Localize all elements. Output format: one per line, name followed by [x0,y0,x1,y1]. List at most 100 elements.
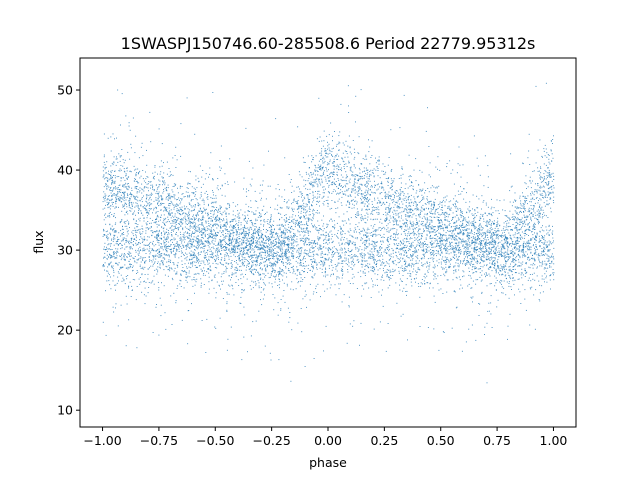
data-point [180,198,182,199]
data-point [444,246,446,247]
data-point [254,246,256,248]
data-point [529,214,530,216]
data-point [488,273,490,275]
data-point [212,254,214,256]
data-point [158,229,160,231]
data-point [272,246,274,248]
data-point [483,185,485,187]
data-point [345,163,347,165]
data-point [367,205,369,207]
data-point [199,207,201,209]
data-point [501,235,503,236]
data-point [312,192,314,194]
data-point [198,218,200,220]
data-point [163,230,165,232]
data-point [225,252,227,254]
data-point [197,238,199,240]
data-point [299,259,301,261]
data-point [122,232,124,233]
data-point [286,258,288,260]
data-point [328,247,330,249]
data-point [356,208,358,210]
data-point [483,233,485,235]
data-point [381,181,383,183]
data-point [232,245,234,247]
data-point [409,216,411,218]
data-point [399,241,401,243]
data-point [147,211,148,213]
data-point [478,236,479,238]
data-point [490,248,492,250]
data-point [497,238,499,240]
data-point [246,260,248,262]
data-point [429,162,431,164]
data-point [546,175,548,177]
data-point [354,237,356,239]
data-point [275,275,277,277]
data-point [167,230,169,231]
data-point [548,173,550,175]
data-point [243,249,245,251]
data-point [392,268,394,270]
data-point [350,250,352,252]
data-point [256,262,258,264]
data-point [467,247,469,249]
data-point [407,257,409,258]
data-point [464,229,466,230]
data-point [466,235,468,237]
data-point [303,209,305,211]
data-point [394,270,396,272]
data-point [298,225,300,227]
data-point [375,241,377,243]
data-point [168,265,170,267]
data-point [315,253,317,255]
data-point [363,235,365,237]
data-point [430,243,432,245]
data-point [127,240,129,242]
data-point [547,194,549,196]
data-point [367,232,369,234]
data-point [231,247,233,249]
data-point [110,276,111,278]
data-point [479,244,481,246]
data-point [467,248,469,250]
data-point [431,204,433,206]
data-point [209,265,211,267]
data-point [114,182,116,184]
data-point [385,214,387,216]
data-point [367,216,369,218]
data-point [168,207,170,209]
data-point [274,252,276,254]
data-point [425,238,427,240]
data-point [214,258,215,260]
data-point [267,253,269,255]
data-point [435,238,437,240]
data-point [129,252,131,254]
data-point [430,219,432,221]
data-point [319,267,321,269]
data-point [160,243,162,244]
data-point [516,244,518,246]
data-point [274,208,276,210]
data-point [537,221,539,223]
data-point [246,244,247,246]
data-point [463,233,465,235]
data-point [263,224,265,226]
data-point [459,208,461,209]
data-point [125,295,127,297]
data-point [284,249,286,251]
data-point [442,235,443,237]
data-point [340,262,342,264]
data-point [516,221,518,223]
data-point [495,254,497,256]
data-point [516,248,518,250]
data-point [401,168,403,169]
data-point [265,284,266,286]
data-point [218,232,219,234]
data-point [513,283,515,285]
data-point [291,253,293,255]
data-point [521,249,522,251]
data-point [495,226,497,228]
data-point [375,169,377,171]
data-point [245,246,247,248]
